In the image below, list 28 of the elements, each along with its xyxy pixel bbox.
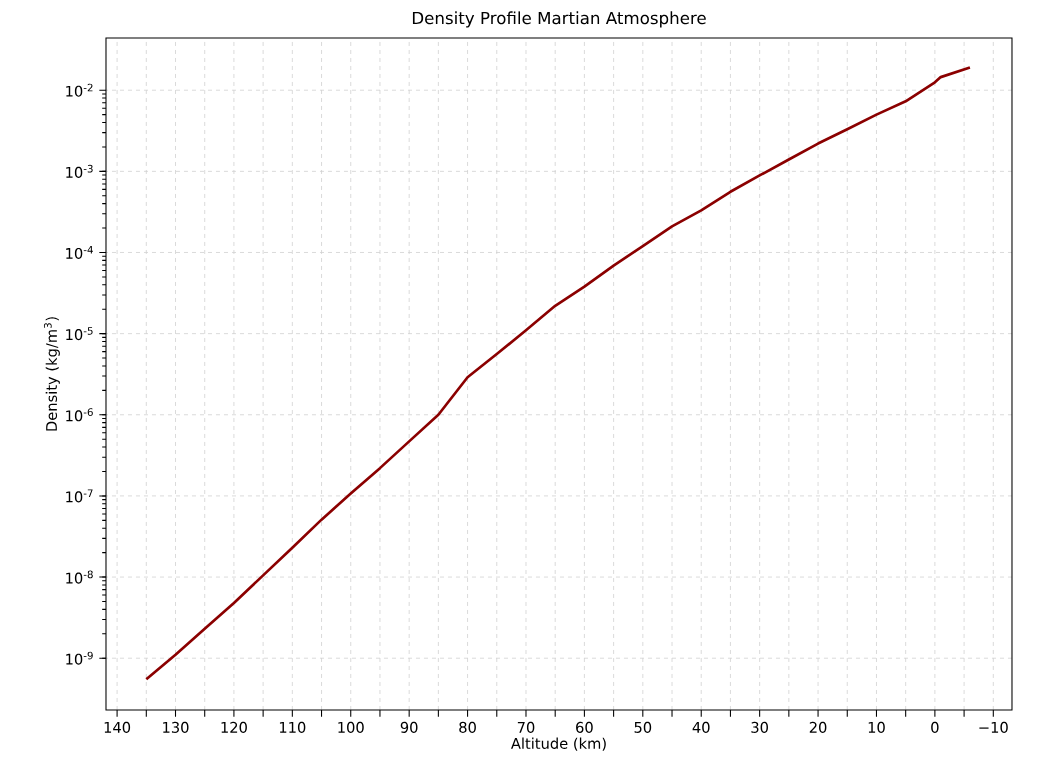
x-tick-label: 70 [517, 721, 535, 733]
x-tick-label: 140 [104, 721, 131, 733]
x-tick-label: 120 [221, 721, 247, 733]
x-tick-label: 80 [459, 721, 476, 733]
y-tick-label: 10$^{-7}$ [66, 489, 93, 503]
y-tick-label: 10$^{-5}$ [66, 327, 93, 341]
y-axis-title: Density (kg/m$^{3}$) [43, 317, 60, 431]
x-tick-label: 60 [576, 721, 593, 733]
x-tick-label: 0 [931, 721, 939, 733]
x-tick-label: 20 [809, 721, 827, 733]
line-series [144, 66, 972, 681]
x-tick-label: 10 [868, 721, 885, 733]
x-tick-label: 50 [634, 721, 652, 733]
x-tick-label: 110 [279, 721, 306, 733]
x-tick-label: 90 [400, 721, 418, 733]
x-axis-title: Altitude (km) [511, 737, 606, 751]
x-tick-label: 40 [692, 721, 710, 733]
x-tick-label: −10 [979, 721, 1008, 733]
y-tick-label: 10$^{-6}$ [66, 408, 93, 422]
y-tick-label: 10$^{-9}$ [66, 651, 93, 665]
y-tick-label: 10$^{-8}$ [66, 570, 93, 584]
x-tick-label: 30 [751, 721, 768, 733]
y-tick-label: 10$^{-2}$ [66, 83, 93, 97]
y-tick-label: 10$^{-4}$ [66, 246, 93, 259]
chart-title: Density Profile Martian Atmosphere [412, 11, 706, 28]
x-tick-label: 130 [163, 721, 189, 733]
x-tick-label: 100 [338, 721, 364, 733]
y-tick-label: 10$^{-3}$ [66, 164, 93, 178]
